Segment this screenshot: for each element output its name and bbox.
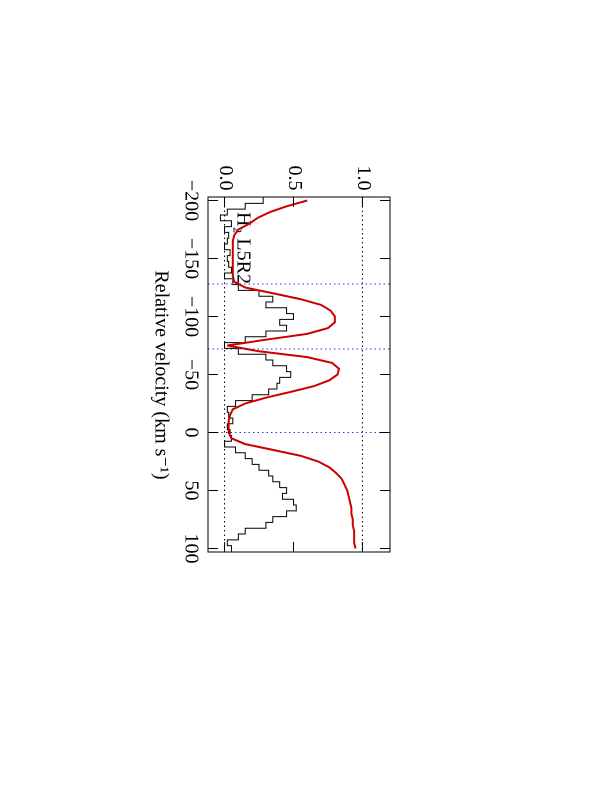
model-fit	[227, 199, 357, 549]
spectrum-data	[219, 197, 297, 552]
x-tick-label: 50	[180, 481, 202, 501]
x-tick-label: 0	[180, 428, 202, 438]
x-tick-label: −50	[180, 359, 202, 390]
y-tick-label: 1.0	[353, 166, 375, 191]
y-tick-label: 0.0	[215, 166, 237, 191]
x-tick-label: −200	[180, 180, 202, 221]
x-axis-label: Relative velocity (km s⁻¹)	[150, 270, 172, 479]
x-tick-label: −150	[180, 238, 202, 279]
x-tick-label: −100	[180, 296, 202, 337]
y-tick-label: 0.5	[284, 166, 306, 191]
x-tick-label: 100	[180, 534, 202, 564]
